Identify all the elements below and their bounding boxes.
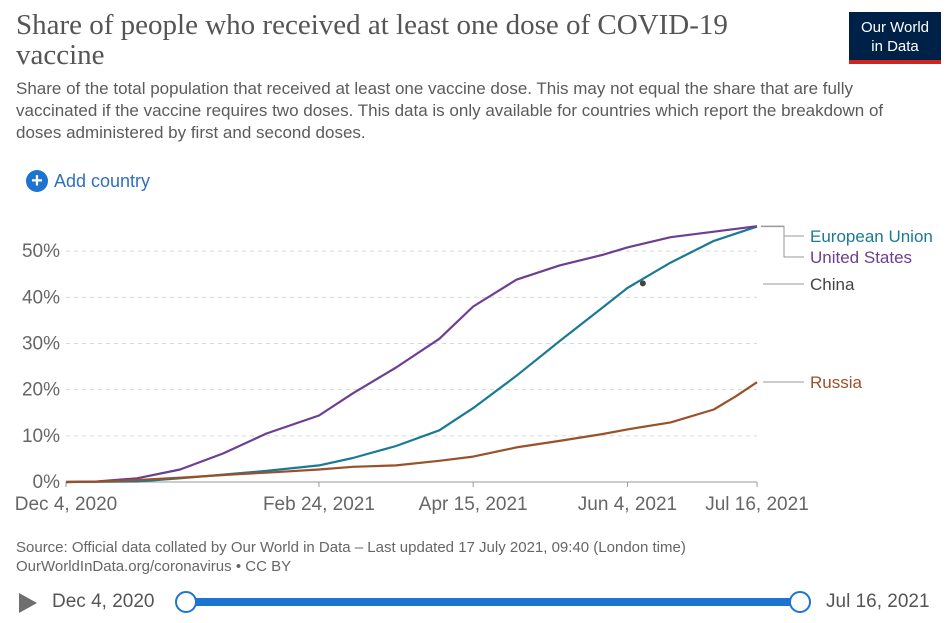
x-tick-label: Apr 15, 2021 [419, 494, 528, 515]
logo-line-1: Our World [860, 19, 930, 36]
series-line-european-union [65, 225, 758, 484]
plus-circle-icon: + [26, 170, 48, 192]
series-point-china [639, 280, 646, 287]
timeline-start-label: Dec 4, 2020 [52, 591, 155, 612]
x-tick-label: Jul 16, 2021 [705, 494, 809, 515]
timeline-slider[interactable]: Dec 4, 2020 Jul 16, 2021 [0, 585, 952, 621]
timeline-start-handle[interactable] [175, 591, 197, 613]
y-tick-label: 20% [22, 380, 60, 401]
legend-label-china: China [810, 275, 855, 294]
source-line-2[interactable]: OurWorldInData.org/coronavirus • CC BY [16, 558, 292, 575]
legend-label-russia: Russia [810, 373, 863, 392]
y-tick-label: 50% [22, 241, 60, 262]
chart-title: Share of people who received at least on… [16, 9, 728, 71]
timeline-end-handle[interactable] [789, 591, 811, 613]
logo-line-2: in Data [871, 38, 919, 55]
legend-label-united-states: United States [810, 248, 912, 267]
legend-connector [761, 225, 804, 258]
timeline-end-label: Jul 16, 2021 [826, 591, 930, 612]
y-tick-label: 40% [22, 287, 60, 308]
y-tick-label: 10% [22, 426, 60, 447]
line-chart: 0% 10% 20% 30% 40% 50% Dec 4, 2020 Feb 24, 2021… [15, 225, 933, 515]
legend-label-european-union: European Union [810, 227, 933, 246]
add-country-button[interactable]: + Add country [26, 170, 150, 192]
x-tick-label: Feb 24, 2021 [263, 494, 375, 515]
play-icon[interactable] [19, 593, 37, 613]
series-line-united-states [65, 225, 758, 484]
legend-connector [761, 226, 804, 237]
x-tick-label: Jun 4, 2021 [578, 494, 677, 515]
y-tick-label: 0% [33, 472, 61, 493]
y-tick-label: 30% [22, 333, 60, 354]
series-line-russia [65, 381, 758, 484]
x-tick-label: Dec 4, 2020 [15, 494, 117, 515]
source-note: Source: Official data collated by Our Wo… [16, 538, 686, 576]
add-country-label: Add country [54, 170, 151, 191]
chart-subtitle: Share of the total population that recei… [16, 79, 884, 142]
owid-logo[interactable]: Our World in Data [849, 12, 941, 64]
source-line-1: Source: Official data collated by Our Wo… [16, 539, 686, 556]
timeline-track[interactable] [186, 598, 800, 606]
